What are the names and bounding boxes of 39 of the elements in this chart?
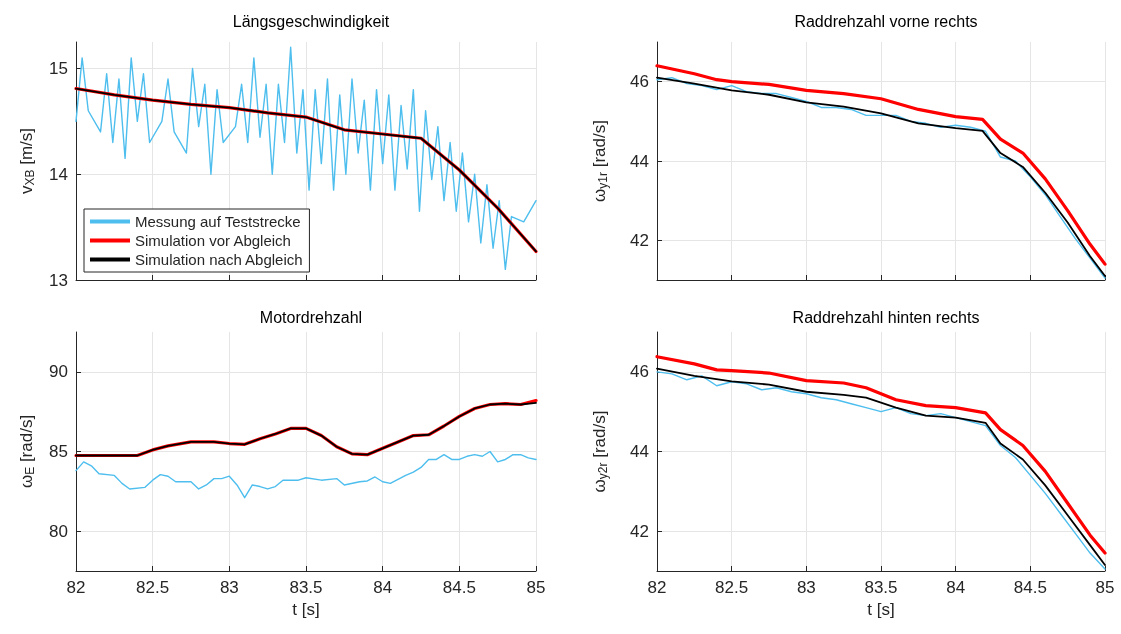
y-axis-title: vXB [m/s] <box>16 127 37 195</box>
x-tick-label: 84.5 <box>442 578 476 597</box>
x-tick-label: 82 <box>66 578 86 597</box>
y-tick-label: 46 <box>630 72 649 92</box>
y-tick-label: 14 <box>49 164 68 184</box>
y-tick-label: 44 <box>630 442 649 461</box>
legend-label: Simulation nach Abgleich <box>135 251 303 268</box>
chart-title: Längsgeschwindigkeit <box>232 12 390 30</box>
y-tick-label: 80 <box>49 521 68 541</box>
x-tick-label: 82 <box>647 578 667 597</box>
chart-title: Motordrehzahl <box>259 308 363 326</box>
x-tick-label: 82.5 <box>715 578 749 597</box>
chart-title: Raddrehzahl vorne rechts <box>794 12 978 30</box>
x-tick-label: 83.5 <box>289 578 323 597</box>
x-tick-label: 82.5 <box>136 578 170 597</box>
x-tick-label: 84.5 <box>1013 578 1047 597</box>
y-tick-label: 13 <box>49 270 68 290</box>
x-tick-label: 84 <box>946 578 966 597</box>
x-tick-label: 83 <box>796 578 816 597</box>
legend-label: Messung auf Teststrecke <box>135 213 301 230</box>
x-tick-label: 84 <box>373 578 393 597</box>
x-axis-title: t [s] <box>867 600 895 619</box>
y-tick-label: 15 <box>49 58 68 78</box>
x-tick-label: 85 <box>1095 578 1115 597</box>
y-tick-label: 42 <box>630 521 649 541</box>
x-axis-title: t [s] <box>292 600 320 619</box>
y-axis-title: ωy1r [rad/s] <box>589 120 610 202</box>
chart-title: Raddrehzahl hinten rechts <box>792 308 980 326</box>
y-axis-title: ωy2r [rad/s] <box>589 410 610 493</box>
x-tick-label: 83 <box>219 578 239 597</box>
y-tick-label: 90 <box>49 362 68 382</box>
legend-label: Simulation vor Abgleich <box>135 232 291 249</box>
y-tick-label: 46 <box>630 362 649 382</box>
y-tick-label: 42 <box>630 230 649 250</box>
y-tick-label: 85 <box>49 442 68 461</box>
y-axis-title: ωE [rad/s] <box>16 414 37 489</box>
x-tick-label: 85 <box>526 578 546 597</box>
y-tick-label: 44 <box>630 151 649 171</box>
x-tick-label: 83.5 <box>864 578 898 597</box>
